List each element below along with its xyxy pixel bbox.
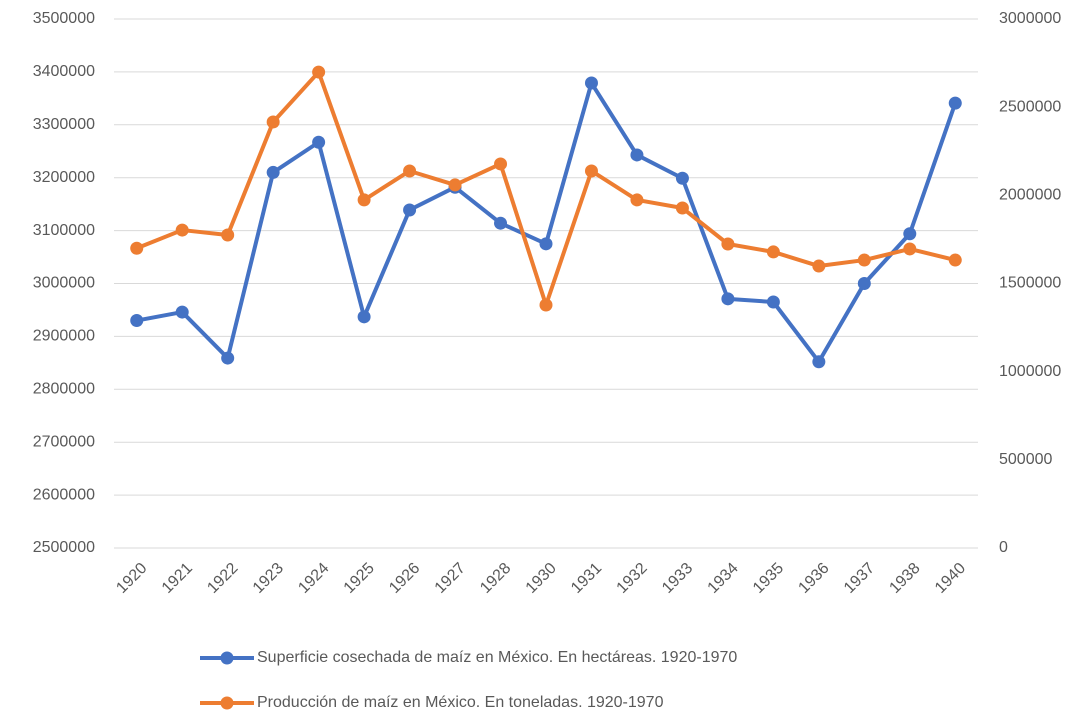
data-point <box>312 65 326 79</box>
data-point <box>539 237 553 251</box>
data-point <box>130 314 144 328</box>
data-point <box>721 292 735 306</box>
series-line <box>135 70 956 308</box>
data-point <box>948 96 962 110</box>
data-point <box>948 253 962 267</box>
x-tick-label: 1924 <box>295 560 332 597</box>
y-tick-label: 3000000 <box>33 275 95 292</box>
legend-label: Producción de maíz en México. En tonelad… <box>257 694 664 711</box>
x-tick-label: 1936 <box>795 560 832 597</box>
data-point <box>130 241 144 255</box>
x-tick-label: 1926 <box>386 560 423 597</box>
data-point <box>630 148 644 162</box>
y-tick-label: 3200000 <box>33 169 95 186</box>
y2-tick-label: 1500000 <box>999 275 1061 292</box>
x-tick-label: 1923 <box>250 560 287 597</box>
data-point <box>675 201 689 215</box>
data-point <box>812 355 826 369</box>
y2-tick-label: 3000000 <box>999 10 1061 27</box>
x-tick-label: 1930 <box>523 560 560 597</box>
y-tick-label: 3100000 <box>33 222 95 239</box>
legend-marker <box>220 651 234 665</box>
x-tick-label: 1935 <box>750 560 787 597</box>
x-tick-label: 1922 <box>204 560 241 597</box>
x-tick-label: 1921 <box>159 560 196 597</box>
x-tick-label: 1938 <box>886 560 923 597</box>
data-point <box>675 171 689 185</box>
y-tick-label: 2600000 <box>33 486 95 503</box>
data-point <box>175 305 189 319</box>
x-tick-label: 1928 <box>477 560 514 597</box>
data-point <box>721 237 735 251</box>
y-tick-label: 2500000 <box>33 539 95 556</box>
data-point <box>221 351 235 365</box>
y-tick-label: 3300000 <box>33 116 95 133</box>
y2-tick-label: 500000 <box>999 451 1052 468</box>
data-point <box>857 253 871 267</box>
data-point <box>630 193 644 207</box>
x-tick-label: 1934 <box>705 560 742 597</box>
y2-tick-label: 0 <box>999 539 1008 556</box>
data-point <box>494 216 508 230</box>
data-point <box>266 165 280 179</box>
data-point <box>403 203 417 217</box>
data-point <box>494 157 508 171</box>
x-tick-label: 1937 <box>841 560 878 597</box>
data-point <box>221 228 235 242</box>
y-tick-label: 2900000 <box>33 328 95 345</box>
data-point <box>539 298 553 312</box>
y-tick-label: 2800000 <box>33 381 95 398</box>
y2-tick-label: 1000000 <box>999 363 1061 380</box>
y-tick-label: 3500000 <box>33 10 95 27</box>
x-tick-label: 1920 <box>113 560 150 597</box>
data-point <box>766 245 780 259</box>
data-point <box>812 259 826 273</box>
data-point <box>448 178 462 192</box>
data-point <box>403 164 417 178</box>
data-point <box>766 295 780 309</box>
x-tick-label: 1927 <box>432 560 469 597</box>
data-point <box>175 223 189 237</box>
data-point <box>584 76 598 90</box>
x-tick-label: 1940 <box>932 560 969 597</box>
data-point <box>357 193 371 207</box>
y-tick-label: 3400000 <box>33 63 95 80</box>
data-point <box>903 242 917 256</box>
data-point <box>857 277 871 290</box>
y-tick-label: 2700000 <box>33 433 95 450</box>
legend-marker <box>220 696 234 710</box>
legend-label: Superficie cosechada de maíz en México. … <box>257 649 737 666</box>
data-point <box>312 135 326 149</box>
data-point <box>903 227 917 241</box>
x-tick-label: 1931 <box>568 560 605 597</box>
data-point <box>357 310 371 324</box>
y2-tick-label: 2500000 <box>999 98 1061 115</box>
x-tick-label: 1933 <box>659 560 696 597</box>
data-point <box>584 164 598 178</box>
y2-tick-label: 2000000 <box>999 187 1061 204</box>
x-tick-label: 1925 <box>341 560 378 597</box>
data-point <box>266 115 280 129</box>
x-tick-label: 1932 <box>614 560 651 597</box>
